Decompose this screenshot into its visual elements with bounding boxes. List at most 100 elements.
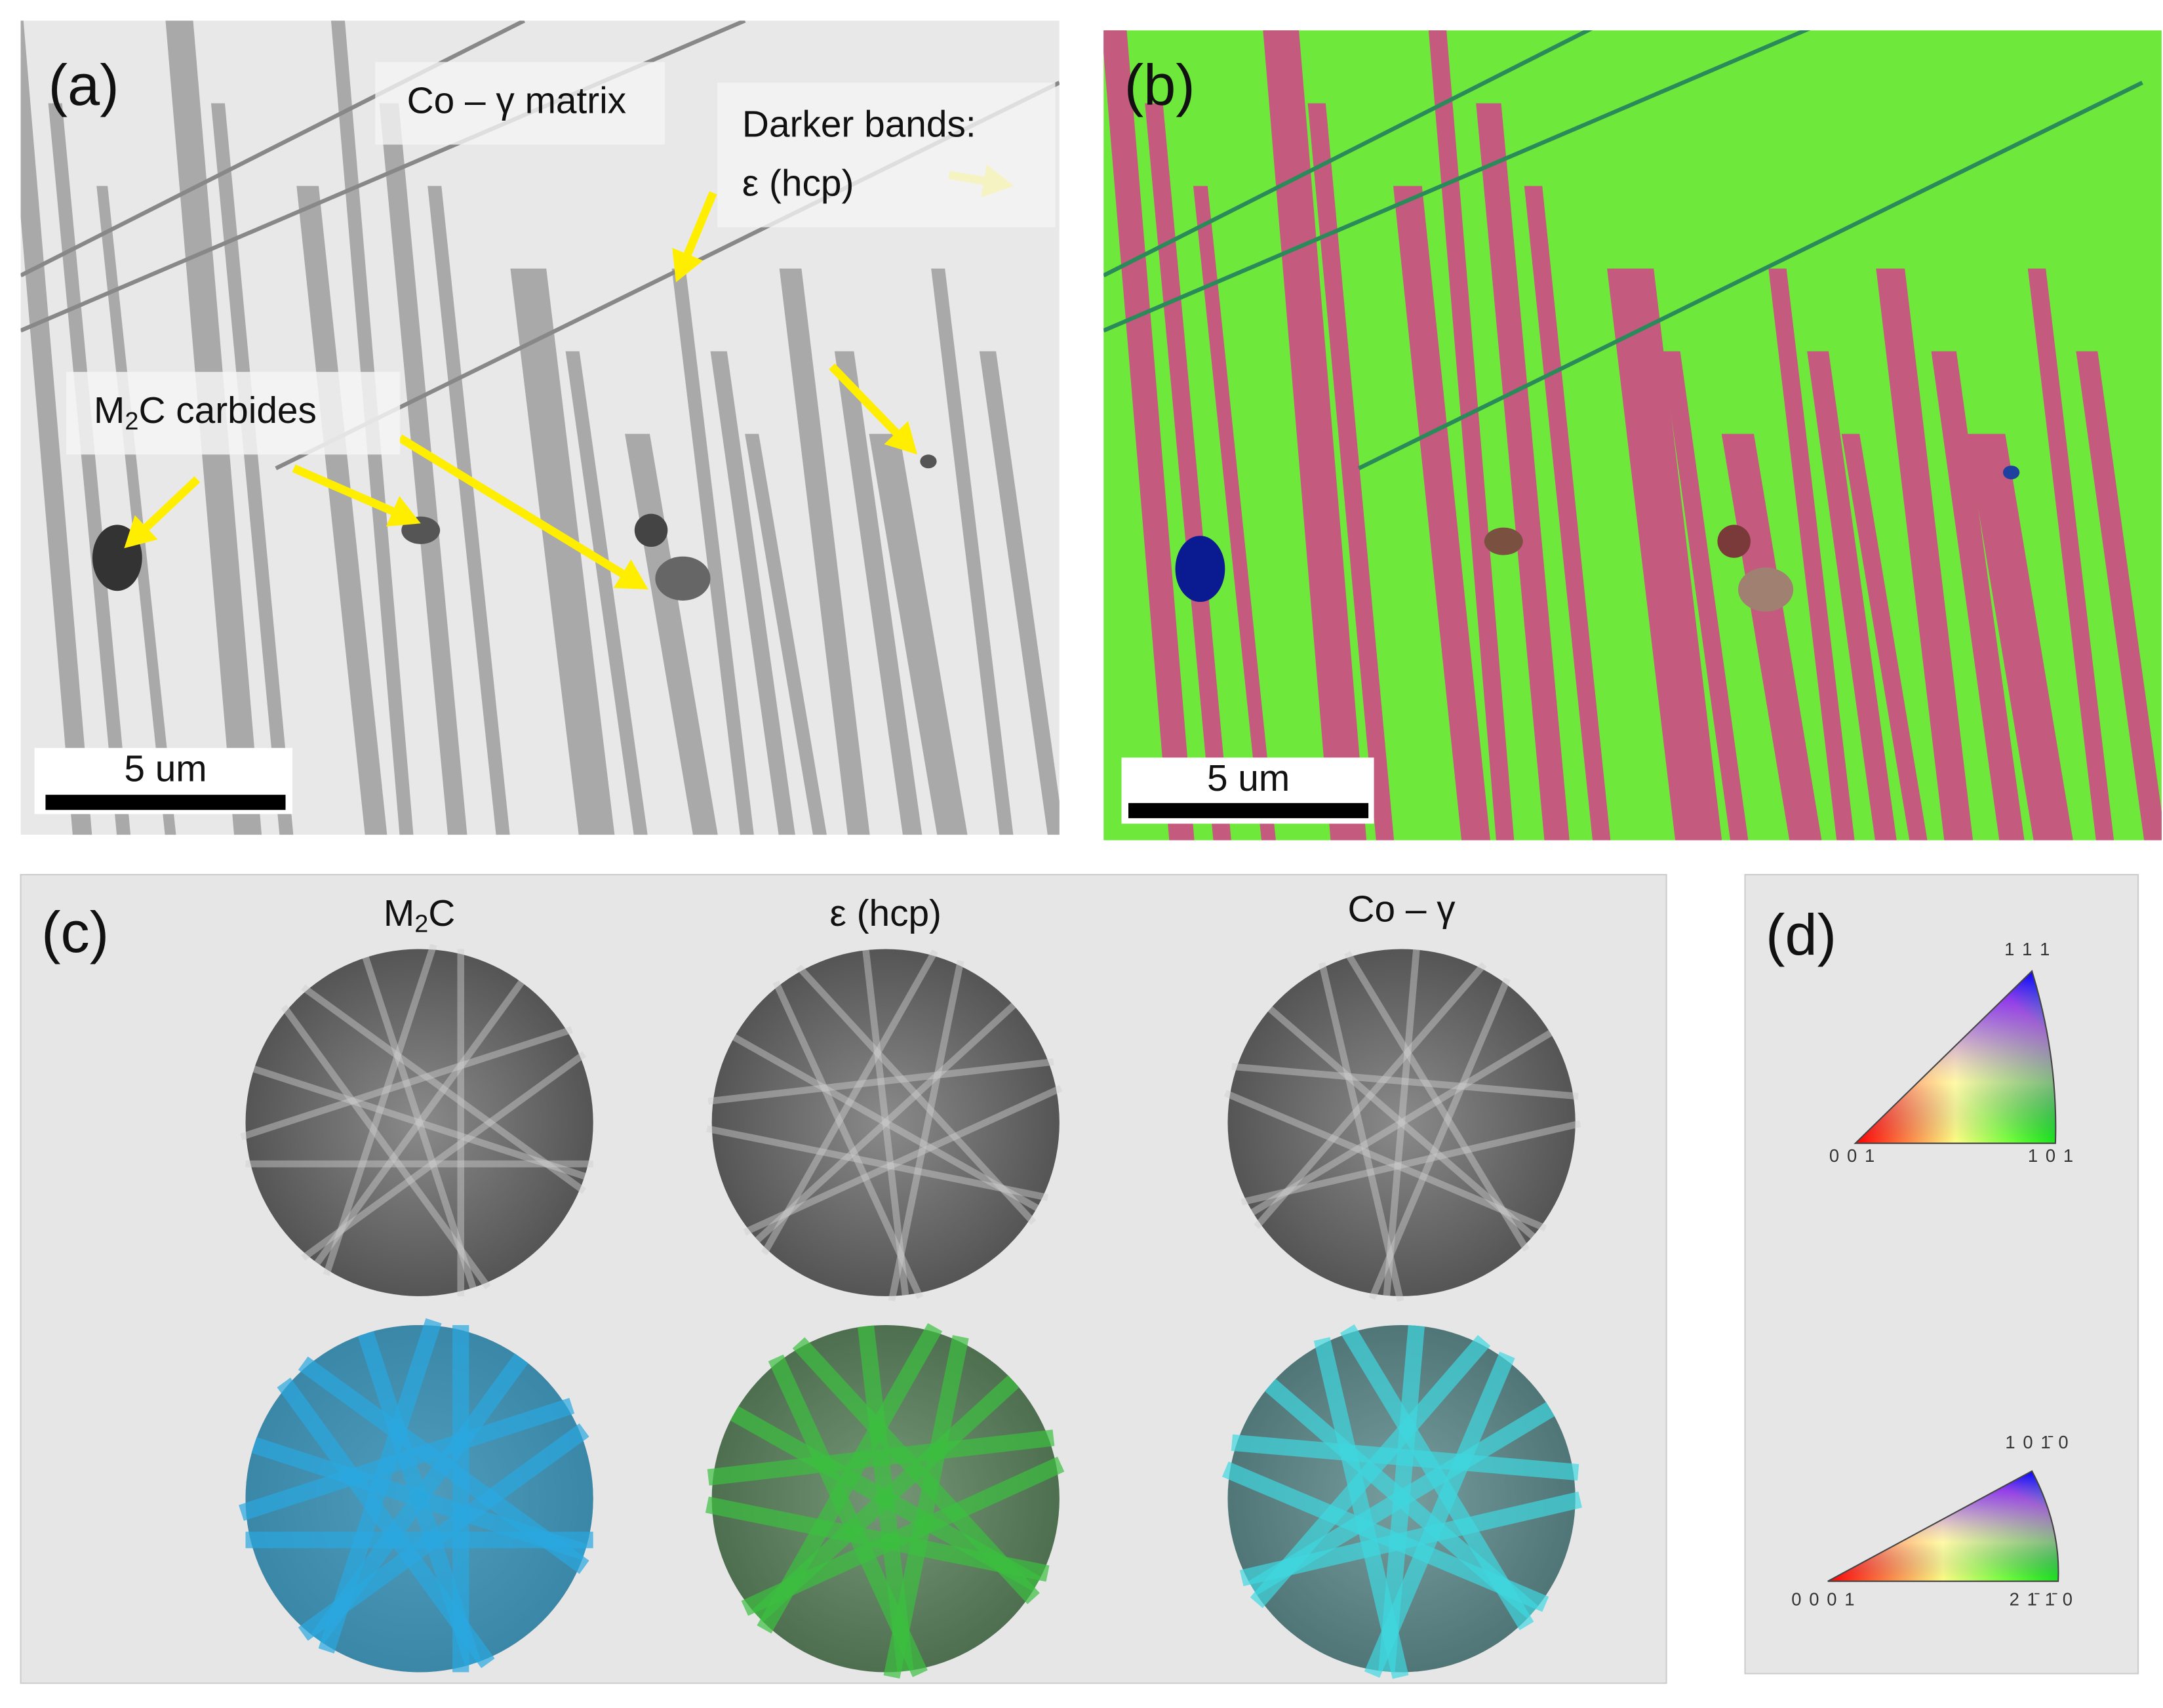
kikuchi-band <box>706 1125 1049 1201</box>
panel-label: (b) <box>1124 52 1195 117</box>
scale-bar-label: 5 um <box>1207 758 1290 799</box>
ipf-label: 1 1 1 <box>2004 939 2051 959</box>
band <box>1428 30 1515 841</box>
kikuchi-band <box>1267 1006 1536 1239</box>
label-box <box>717 83 1056 228</box>
band <box>1841 433 1928 841</box>
scale-bar <box>1128 803 1369 818</box>
carbide <box>2002 466 2020 480</box>
panel-label: (d) <box>1766 902 1836 967</box>
text: M <box>384 893 414 934</box>
boundary <box>1103 30 1593 277</box>
kikuchi-band <box>1368 977 1511 1300</box>
kikuchi-band <box>314 980 525 1265</box>
kikuchi-band <box>240 1026 573 1141</box>
kikuchi-band <box>301 984 587 1195</box>
annotation: Darker bands: <box>742 104 976 145</box>
band <box>20 20 92 835</box>
text: 2 <box>414 911 428 938</box>
text: 2 <box>125 408 138 435</box>
annotation: M2C carbides <box>94 390 317 435</box>
band <box>427 186 510 835</box>
kikuchi-band <box>1319 962 1404 1302</box>
kikuchi-band <box>796 964 1037 1225</box>
band <box>1876 268 1974 841</box>
panel-label: (a) <box>49 52 119 117</box>
carbide <box>634 513 668 547</box>
ipf-label: 1 0 1 <box>2028 1145 2074 1166</box>
ipf-outline <box>1854 970 2057 1144</box>
band <box>710 351 795 835</box>
band <box>834 351 923 835</box>
ipf-label: 0 0 0 1 <box>1791 1589 1855 1609</box>
kikuchi-band <box>883 1335 969 1679</box>
kikuchi-band <box>1239 1491 1582 1587</box>
band <box>1662 351 1749 841</box>
kikuchi-band <box>1344 951 1530 1252</box>
band <box>1263 30 1367 841</box>
carbide <box>920 454 937 469</box>
overlay <box>1227 1324 1576 1673</box>
band <box>1607 268 1722 841</box>
band <box>1307 103 1395 841</box>
arrow <box>139 476 201 534</box>
kikuchi-band <box>862 949 909 1296</box>
panel-label: (c) <box>41 900 109 964</box>
ipf-label: 1 0 1̄ 0 <box>2005 1432 2069 1452</box>
band <box>1966 433 2073 841</box>
kikuchi-band <box>741 1456 1065 1616</box>
pattern <box>711 949 1060 1296</box>
carbide <box>655 556 711 601</box>
kikuchi-band <box>1223 1090 1547 1232</box>
arrow <box>292 464 400 518</box>
ipf-outline <box>1827 1470 2059 1582</box>
boundary <box>1103 30 1811 333</box>
band <box>1145 103 1231 841</box>
pattern <box>1227 949 1576 1296</box>
band <box>510 268 615 835</box>
boundary <box>1357 81 2143 471</box>
panel-b-image <box>1103 30 2162 841</box>
kikuchi-band <box>1240 1120 1581 1206</box>
arrow-head <box>613 559 648 590</box>
band <box>979 351 1060 835</box>
kikuchi-band <box>707 1429 1055 1486</box>
kikuchi-band <box>301 1051 587 1261</box>
kikuchi-band <box>772 980 924 1300</box>
kikuchi-band <box>1254 962 1487 1229</box>
kikuchi-band <box>252 1065 586 1180</box>
kikuchi-band <box>761 949 938 1256</box>
kikuchi-band <box>1231 1063 1579 1100</box>
band <box>1524 186 1611 841</box>
pattern <box>245 949 593 1296</box>
band <box>96 186 176 835</box>
band <box>1193 186 1276 841</box>
band <box>1393 186 1490 841</box>
arrow <box>397 434 629 580</box>
band <box>745 433 827 835</box>
band <box>1768 268 1855 841</box>
annotation: ε (hcp) <box>742 163 854 205</box>
band <box>2027 268 2114 841</box>
kikuchi-band <box>1364 1351 1515 1678</box>
band <box>1931 351 2025 841</box>
band <box>779 268 870 835</box>
kikuchi-band <box>281 1004 491 1290</box>
arrow-head <box>884 421 918 455</box>
pattern-title: M2C <box>384 893 455 938</box>
band <box>296 186 387 835</box>
ipf-label: 2 1̄ 1̄ 0 <box>2010 1589 2074 1609</box>
band <box>671 268 754 835</box>
text: C <box>428 893 455 934</box>
text: M <box>94 390 125 431</box>
band <box>379 103 467 835</box>
kikuchi-band <box>362 956 477 1289</box>
ipf-triangle <box>1855 971 2056 1143</box>
overlay <box>711 1324 1060 1673</box>
band <box>1807 351 1897 841</box>
kikuchi-band <box>1250 1030 1553 1216</box>
kikuchi-band <box>888 960 964 1302</box>
band <box>2076 351 2162 841</box>
